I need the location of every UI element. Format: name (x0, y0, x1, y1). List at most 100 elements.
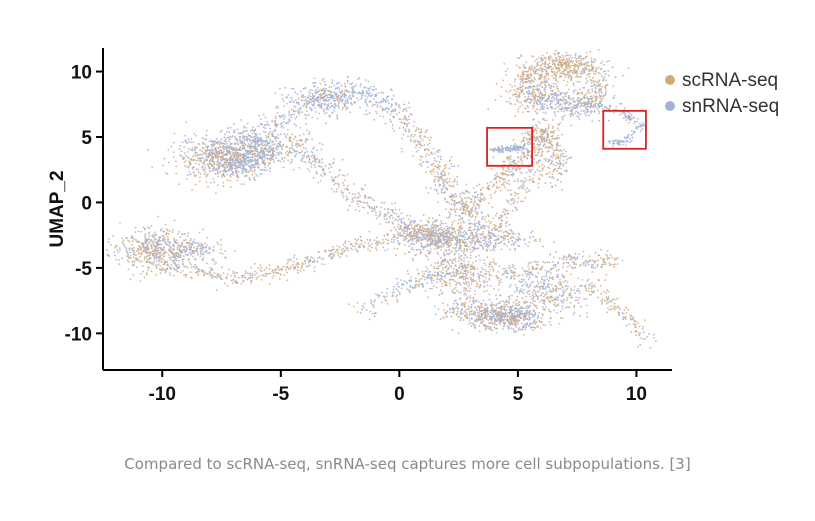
scatter-point (424, 149, 426, 152)
scatter-point (276, 151, 278, 154)
scatter-point (344, 249, 346, 252)
scatter-point (308, 264, 311, 267)
scatter-point (413, 120, 416, 123)
scatter-point (359, 195, 362, 197)
scatter-point (204, 246, 207, 249)
scatter-point (481, 266, 483, 269)
scatter-point (437, 239, 440, 242)
scatter-point (272, 271, 275, 274)
scatter-point (135, 250, 138, 253)
scatter-point (466, 208, 468, 211)
scatter-point (290, 116, 292, 119)
scatter-point (127, 247, 130, 250)
scatter-point (476, 233, 478, 236)
scatter-point (210, 273, 213, 276)
scatter-point (421, 224, 424, 227)
scatter-point (364, 184, 366, 186)
scatter-point (396, 237, 398, 240)
scatter-point (500, 248, 503, 251)
scatter-point (429, 270, 431, 273)
scatter-points (106, 49, 657, 349)
scatter-point (266, 121, 269, 123)
scatter-point (236, 272, 239, 274)
scatter-point (232, 146, 235, 149)
scatter-point (236, 179, 239, 182)
scatter-point (184, 233, 186, 235)
scatter-point (330, 86, 333, 88)
scatter-point (234, 156, 236, 159)
scatter-point (273, 122, 276, 125)
scatter-point (284, 135, 287, 137)
scatter-point (259, 264, 262, 266)
scatter-point (151, 234, 154, 237)
scatter-point (170, 246, 172, 249)
scatter-point (224, 250, 227, 253)
scatter-point (430, 225, 433, 228)
scatter-point (243, 126, 246, 129)
scatter-point (443, 172, 446, 174)
scatter-point (264, 166, 267, 169)
scatter-point (277, 267, 280, 269)
scatter-point (143, 276, 146, 278)
scatter-point (333, 84, 336, 87)
scatter-point (232, 174, 235, 176)
scatter-point (456, 181, 459, 183)
scatter-point (221, 146, 224, 149)
scatter-point (418, 248, 421, 251)
scatter-point (184, 274, 187, 277)
scatter-point (226, 165, 229, 168)
scatter-point (455, 283, 457, 286)
scatter-point (405, 232, 408, 235)
scatter-point (492, 233, 495, 235)
scatter-point (301, 143, 304, 146)
scatter-point (159, 240, 162, 242)
scatter-point (205, 244, 208, 247)
scatter-point (205, 174, 208, 177)
scatter-point (287, 94, 290, 96)
scatter-point (418, 146, 421, 149)
scatter-point (266, 144, 269, 147)
scatter-point (195, 134, 197, 137)
scatter-point (288, 258, 291, 261)
scatter-point (295, 263, 298, 266)
scatter-point (233, 148, 236, 151)
scatter-point (332, 245, 334, 248)
scatter-point (172, 259, 175, 262)
scatter-point (198, 270, 201, 272)
scatter-point (288, 112, 290, 114)
scatter-point (306, 256, 309, 259)
scatter-point (250, 130, 252, 132)
scatter-point (254, 142, 257, 144)
scatter-point (313, 101, 315, 103)
scatter-point (464, 213, 467, 216)
scatter-point (163, 248, 165, 251)
scatter-point (484, 276, 487, 279)
scatter-point (471, 241, 474, 244)
scatter-point (398, 118, 400, 120)
scatter-point (312, 148, 314, 150)
scatter-point (309, 99, 312, 101)
scatter-point (157, 215, 160, 218)
scatter-point (442, 230, 445, 233)
scatter-point (224, 148, 226, 150)
scatter-point (146, 273, 148, 276)
scatter-point (206, 163, 209, 166)
scatter-point (437, 155, 440, 158)
scatter-point (357, 205, 360, 208)
scatter-point (346, 198, 349, 201)
scatter-point (463, 248, 466, 250)
scatter-point (444, 166, 447, 169)
scatter-point (269, 167, 271, 170)
scatter-point (428, 287, 431, 290)
scatter-point (468, 219, 470, 222)
scatter-point (304, 161, 306, 164)
scatter-point (448, 184, 451, 187)
scatter-point (394, 208, 397, 211)
scatter-point (271, 131, 274, 133)
scatter-point (227, 164, 229, 166)
scatter-point (257, 141, 260, 144)
scatter-point (513, 249, 516, 252)
scatter-point (270, 156, 273, 159)
scatter-point (428, 237, 431, 240)
scatter-point (171, 231, 174, 234)
